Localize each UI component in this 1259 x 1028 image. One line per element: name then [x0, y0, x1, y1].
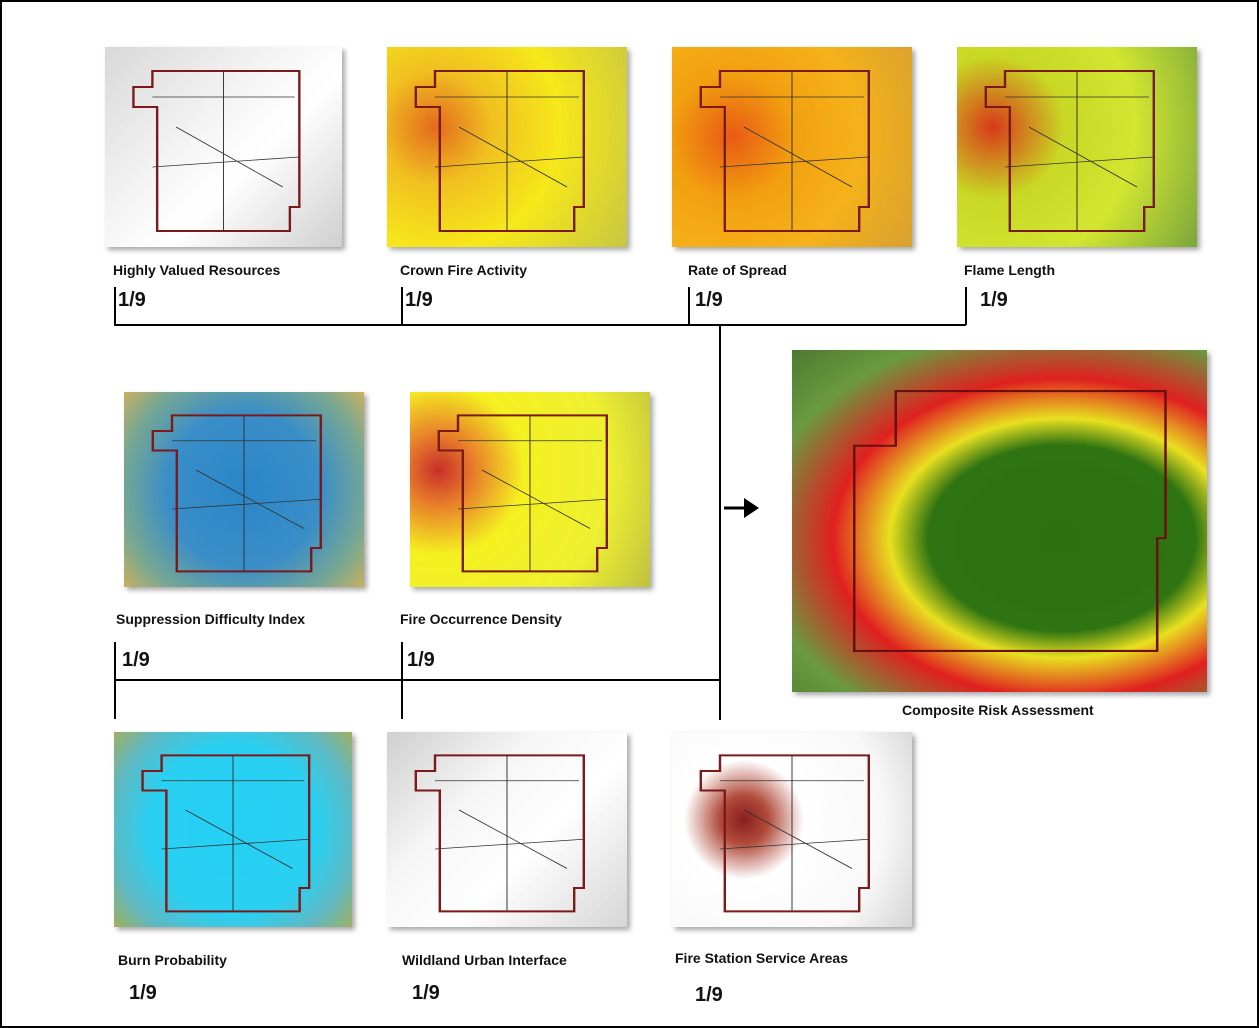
input-weight: 1/9 — [129, 982, 157, 1004]
connector — [114, 642, 116, 719]
input-weight: 1/9 — [122, 649, 150, 671]
connector — [114, 679, 721, 681]
input-weight: 1/9 — [695, 984, 723, 1006]
connector — [719, 324, 721, 720]
connector — [401, 287, 403, 325]
input-map — [105, 47, 342, 247]
input-weight: 1/9 — [695, 289, 723, 311]
input-weight: 1/9 — [407, 649, 435, 671]
input-weight: 1/9 — [118, 289, 146, 311]
input-weight: 1/9 — [980, 289, 1008, 311]
arrow — [724, 498, 759, 518]
connector — [114, 287, 116, 325]
connector — [401, 642, 403, 719]
input-label: Crown Fire Activity — [400, 262, 528, 278]
connector — [965, 287, 967, 325]
input-map — [672, 47, 912, 247]
input-label: Wildland Urban Interface — [402, 952, 567, 968]
input-label: Highly Valued Resources — [113, 262, 281, 278]
input-map — [957, 47, 1197, 247]
input-label: Fire Occurrence Density — [400, 611, 562, 627]
input-label: Suppression Difficulty Index — [116, 611, 306, 627]
input-weight: 1/9 — [405, 289, 433, 311]
input-weight: 1/9 — [412, 982, 440, 1004]
output-label: Composite Risk Assessment — [902, 702, 1094, 718]
input-map — [410, 392, 650, 587]
input-map — [387, 732, 627, 927]
input-map — [387, 47, 627, 247]
input-label: Rate of Spread — [688, 262, 787, 278]
composite-map — [792, 350, 1207, 692]
input-map — [114, 732, 352, 927]
input-map — [124, 392, 364, 587]
input-label: Burn Probability — [118, 952, 227, 968]
connector — [688, 287, 690, 325]
input-label: Flame Length — [964, 262, 1056, 278]
connector — [114, 324, 966, 326]
input-label: Fire Station Service Areas — [675, 950, 849, 966]
input-map — [672, 732, 912, 927]
